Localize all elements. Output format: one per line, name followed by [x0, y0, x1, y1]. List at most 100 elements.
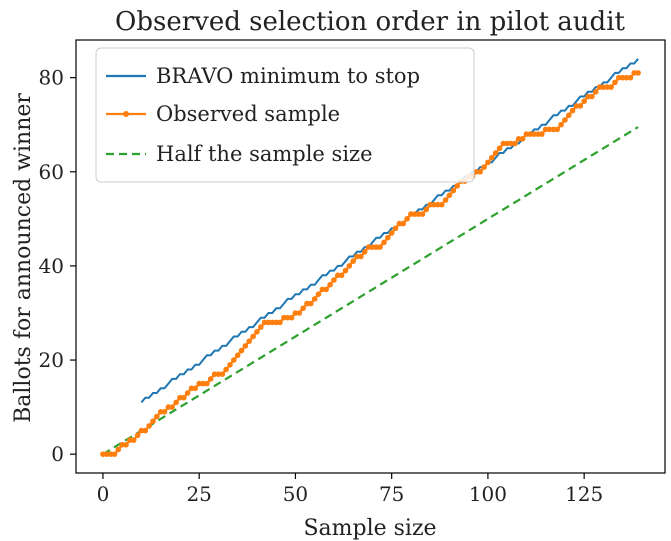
observed-point	[123, 442, 129, 448]
observed-point	[254, 329, 260, 335]
observed-point	[200, 380, 206, 387]
observed-point	[381, 239, 387, 246]
observed-point	[346, 263, 353, 269]
observed-point	[539, 131, 545, 137]
observed-point	[612, 79, 618, 86]
observed-point	[423, 206, 430, 213]
observed-point	[219, 371, 226, 378]
observed-point	[512, 140, 518, 147]
observed-point	[369, 244, 376, 250]
observed-point	[404, 216, 410, 222]
x-tick-label: 75	[379, 482, 404, 506]
observed-point	[392, 225, 399, 232]
legend-item-half-sample-label: Half the sample size	[156, 142, 373, 166]
observed-point	[154, 413, 160, 420]
observed-point	[485, 159, 491, 166]
observed-point	[192, 385, 199, 392]
observed-point	[342, 267, 349, 274]
observed-point	[500, 140, 507, 147]
x-tick-label: 0	[97, 482, 110, 506]
observed-point	[231, 357, 237, 363]
observed-point	[150, 418, 156, 425]
observed-point	[242, 343, 249, 349]
observed-point	[388, 230, 395, 236]
observed-point	[446, 192, 453, 199]
observed-point	[354, 253, 360, 260]
observed-point	[258, 324, 264, 330]
chart-title: Observed selection order in pilot audit	[115, 7, 625, 37]
y-axis-label: Ballots for announced winner	[11, 93, 36, 423]
observed-point	[246, 338, 252, 345]
observed-point	[204, 380, 210, 387]
observed-point	[300, 305, 306, 312]
observed-point	[450, 187, 457, 194]
observed-point	[616, 74, 622, 81]
observed-point	[377, 244, 383, 250]
observed-point	[269, 319, 276, 326]
observed-point	[288, 314, 295, 321]
observed-point	[311, 296, 318, 302]
x-axis-label: Sample size	[303, 516, 436, 541]
observed-point	[350, 258, 357, 265]
y-tick-label: 60	[39, 160, 64, 184]
observed-point	[223, 366, 229, 373]
observed-point	[581, 98, 587, 104]
observed-point	[227, 362, 233, 368]
legend-item-bravo-label: BRAVO minimum to stop	[156, 64, 420, 88]
observed-point	[635, 70, 641, 76]
observed-point	[623, 74, 630, 81]
observed-point	[138, 427, 145, 434]
observed-point	[438, 201, 445, 208]
observed-point	[558, 121, 564, 128]
y-tick-label: 20	[39, 348, 64, 372]
observed-point	[107, 451, 114, 458]
observed-point	[577, 103, 584, 109]
observed-point	[146, 423, 152, 429]
observed-point	[361, 249, 368, 255]
observed-point	[496, 145, 503, 152]
series-line-bravo	[140, 58, 639, 404]
observed-point	[566, 112, 572, 119]
observed-point	[250, 333, 256, 340]
observed-point	[234, 352, 241, 359]
observed-point	[608, 84, 614, 90]
observed-point	[627, 74, 634, 81]
observed-point	[134, 432, 141, 439]
y-tick-label: 40	[39, 254, 64, 278]
observed-point	[100, 451, 106, 458]
observed-point	[442, 197, 449, 203]
observed-point	[385, 234, 391, 241]
observed-point	[562, 117, 568, 123]
observed-point	[585, 93, 591, 100]
observed-point	[523, 131, 530, 137]
observed-point	[600, 84, 607, 90]
x-tick-label: 125	[565, 482, 603, 506]
observed-point	[296, 310, 303, 316]
observed-point	[130, 437, 137, 443]
observed-point	[631, 70, 637, 76]
observed-point	[531, 131, 537, 137]
observed-point	[477, 169, 484, 175]
observed-point	[215, 371, 222, 378]
observed-point	[489, 154, 495, 161]
observed-point	[431, 201, 437, 208]
x-tick-label: 50	[283, 482, 308, 506]
y-tick-label: 0	[51, 442, 64, 466]
observed-point	[323, 286, 330, 293]
observed-point	[111, 451, 118, 458]
axes-frame	[75, 39, 666, 474]
legend-item-observed-label: Observed sample	[156, 102, 340, 126]
observed-point	[315, 291, 322, 298]
observed-point	[408, 211, 414, 217]
observed-point	[546, 126, 553, 133]
legend-box	[95, 47, 475, 183]
observed-point	[184, 390, 191, 396]
x-tick-label: 25	[186, 482, 211, 506]
observed-point	[338, 272, 345, 279]
observed-point	[592, 89, 599, 95]
observed-point	[454, 183, 460, 189]
observed-point	[181, 394, 187, 401]
y-tick-label: 80	[39, 66, 64, 90]
observed-point	[292, 310, 299, 316]
